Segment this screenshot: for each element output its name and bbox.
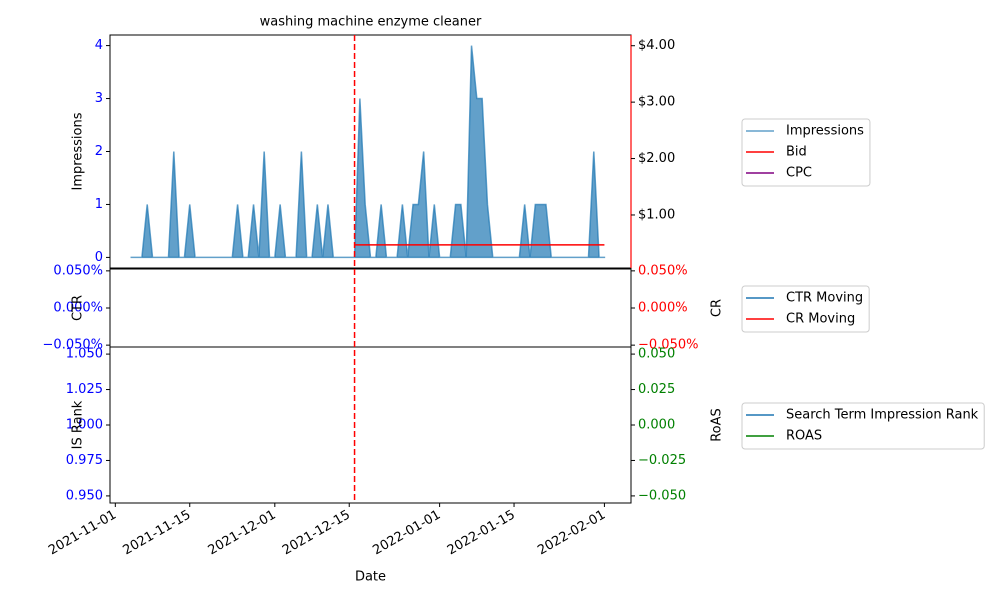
y2-tick-label: $1.00	[638, 207, 675, 222]
y-axis-label: Impressions	[71, 112, 86, 190]
y2-tick-label: 0.000%	[638, 301, 688, 316]
legend-box	[741, 402, 985, 450]
y-tick-label: 0	[95, 250, 103, 265]
y-tick-label: 1.025	[66, 382, 103, 397]
y2-tick-label: 0.000	[638, 418, 675, 433]
y2-tick-label: 0.025	[638, 382, 675, 397]
y-tick-label: 0.975	[66, 453, 103, 468]
y2-tick-label: $3.00	[638, 95, 675, 110]
legend-label: CPC	[786, 166, 812, 181]
legend-label: Bid	[786, 145, 807, 160]
area	[130, 45, 606, 259]
y-axis-label: CTR	[71, 295, 86, 321]
y-tick-label: 1.000	[66, 418, 103, 433]
plot-frame	[109, 268, 632, 348]
x-tick-label: 2021-11-15	[121, 508, 194, 559]
y2-tick-label: −0.050	[638, 488, 686, 503]
y2-tick-label: $2.00	[638, 151, 675, 166]
legend-label: ROAS	[786, 429, 822, 444]
legend-label: CR Moving	[786, 312, 855, 327]
y2-tick-label: −0.050%	[638, 338, 698, 353]
y-tick-label: 0.950	[66, 488, 103, 503]
y-tick-label: 0.000%	[53, 301, 103, 316]
plot-frame	[109, 346, 632, 504]
y-tick-label: 1.050	[66, 347, 103, 362]
legend-label: Search Term Impression Rank	[786, 408, 979, 423]
x-tick-label: 2022-01-01	[370, 508, 443, 559]
x-tick-label: 2022-02-01	[535, 508, 608, 559]
y-tick-label: 1	[95, 197, 103, 212]
x-axis-label: Date	[355, 570, 386, 585]
y-tick-label: 0.050%	[53, 263, 103, 278]
x-tick-label: 2022-01-15	[445, 508, 518, 559]
legend-label: Impressions	[786, 124, 864, 139]
y-tick-label: 3	[95, 91, 103, 106]
x-tick-label: 2021-11-01	[46, 508, 119, 559]
legend-label: CTR Moving	[786, 291, 863, 306]
y-axis-label: IS Rank	[71, 400, 86, 449]
chart-title: washing machine enzyme cleaner	[260, 15, 482, 30]
y-tick-label: −0.050%	[43, 338, 103, 353]
legend-box	[741, 118, 871, 187]
y-tick-label: 4	[95, 38, 103, 53]
x-tick-label: 2021-12-15	[280, 508, 353, 559]
y2-axis-label: RoAS	[710, 408, 725, 442]
y-tick-label: 2	[95, 144, 103, 159]
y2-tick-label: 0.050%	[638, 263, 688, 278]
y2-axis-label: CR	[710, 299, 725, 317]
y2-tick-label: 0.050	[638, 347, 675, 362]
y2-tick-label: −0.025	[638, 453, 686, 468]
y2-tick-label: $4.00	[638, 38, 675, 53]
x-tick-label: 2021-12-01	[206, 508, 279, 559]
